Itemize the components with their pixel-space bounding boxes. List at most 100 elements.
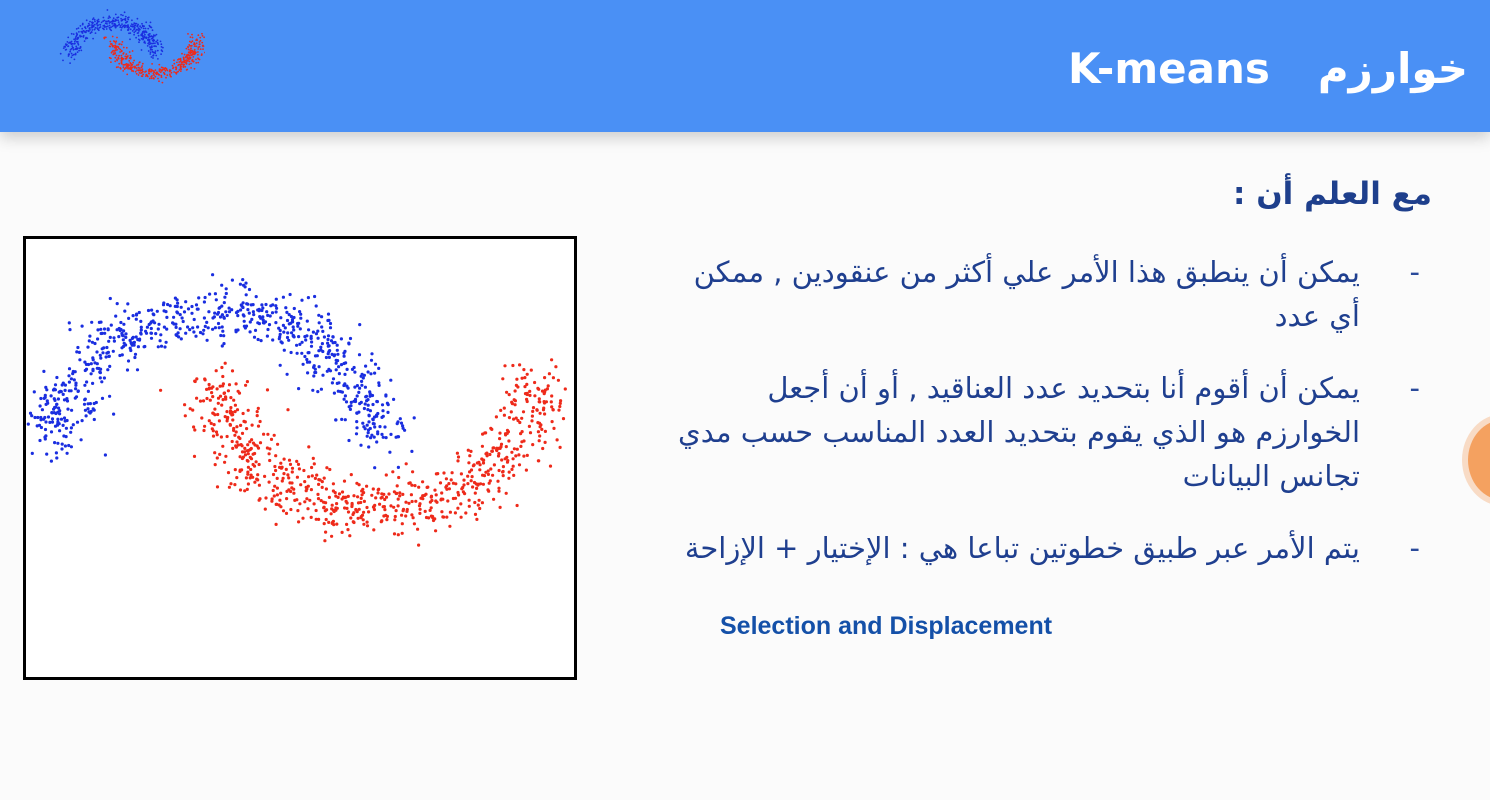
scatter-point-lower	[223, 460, 227, 464]
scatter-point-lower	[530, 414, 534, 418]
scatter-point-lower	[238, 488, 243, 492]
scatter-point-upper	[106, 23, 108, 25]
scatter-point-lower	[248, 455, 252, 459]
scatter-point-lower	[499, 442, 504, 446]
scatter-point-lower	[250, 423, 254, 427]
scatter-point-upper	[40, 408, 44, 412]
scatter-point-upper	[87, 30, 90, 33]
scatter-point-lower	[497, 489, 501, 493]
scatter-point-upper	[74, 395, 79, 399]
scatter-point-lower	[110, 43, 113, 45]
scatter-point-lower	[124, 55, 127, 58]
scatter-point-upper	[96, 328, 100, 332]
scatter-point-lower	[280, 479, 284, 483]
scatter-point-lower	[112, 45, 115, 47]
scatter-point-lower	[268, 458, 272, 463]
scatter-point-upper	[81, 32, 84, 34]
scatter-point-upper	[139, 319, 143, 323]
scatter-point-upper	[100, 396, 105, 400]
scatter-point-lower	[158, 68, 161, 71]
scatter-point-lower	[448, 510, 452, 514]
scatter-point-lower	[189, 56, 192, 59]
scatter-point-upper	[77, 42, 79, 45]
scatter-point-upper	[124, 15, 127, 18]
scatter-point-lower	[164, 67, 167, 69]
scatter-point-lower	[216, 401, 220, 405]
scatter-point-lower	[335, 522, 339, 526]
scatter-point-lower	[169, 73, 171, 76]
scatter-point-lower	[559, 399, 563, 403]
scatter-point-lower	[243, 453, 248, 457]
scatter-point-lower	[513, 399, 517, 403]
scatter-point-lower	[175, 68, 177, 71]
scatter-point-lower	[211, 385, 215, 389]
scatter-point-lower	[324, 530, 328, 534]
scatter-point-lower	[263, 507, 267, 511]
scatter-point-lower	[515, 503, 519, 508]
scatter-point-lower	[525, 392, 529, 397]
scatter-point-lower	[202, 428, 206, 433]
scatter-point-lower	[230, 413, 234, 417]
scatter-point-upper	[253, 328, 258, 332]
scatter-point-lower	[314, 517, 318, 521]
scatter-point-lower	[400, 522, 404, 526]
scatter-point-lower	[203, 36, 206, 39]
scatter-point-lower	[309, 515, 313, 519]
scatter-point-upper	[90, 320, 94, 324]
scatter-point-lower	[332, 509, 336, 514]
scatter-point-lower	[520, 440, 524, 444]
scatter-point-lower	[325, 466, 329, 470]
scatter-point-upper	[220, 325, 224, 329]
scatter-point-lower	[535, 408, 539, 412]
scatter-point-lower	[343, 506, 347, 510]
scatter-point-lower	[349, 473, 353, 477]
scatter-point-lower	[352, 494, 356, 498]
scatter-point-upper	[171, 321, 175, 325]
scatter-point-lower	[531, 406, 536, 410]
scatter-point-upper	[205, 320, 209, 324]
scatter-point-lower	[378, 502, 382, 506]
scatter-point-lower	[281, 476, 285, 480]
scatter-point-upper	[99, 23, 101, 26]
scatter-point-lower	[308, 498, 312, 502]
scatter-point-upper	[343, 372, 347, 376]
scatter-point-lower	[531, 443, 535, 447]
scatter-point-upper	[106, 20, 108, 23]
scatter-point-lower	[324, 517, 328, 522]
scatter-point-lower	[193, 45, 196, 47]
scatter-point-lower	[302, 468, 306, 473]
scatter-point-upper	[290, 320, 295, 324]
scatter-point-upper	[149, 26, 152, 29]
scatter-point-lower	[295, 498, 299, 502]
scatter-point-upper	[245, 302, 249, 306]
scatter-point-upper	[144, 42, 147, 44]
scatter-point-upper	[152, 42, 155, 45]
scatter-point-upper	[295, 343, 299, 347]
scatter-point-upper	[109, 16, 111, 19]
scatter-point-upper	[93, 23, 96, 26]
scatter-point-lower	[160, 76, 163, 78]
scatter-point-upper	[119, 24, 122, 27]
scatter-point-lower	[515, 447, 519, 451]
scatter-point-lower	[517, 453, 521, 457]
scatter-point-lower	[200, 53, 203, 56]
scatter-point-upper	[357, 353, 362, 357]
scatter-point-lower	[413, 484, 417, 488]
scatter-point-upper	[396, 465, 400, 469]
scatter-point-upper	[320, 325, 324, 329]
scatter-point-lower	[211, 395, 215, 399]
scatter-point-lower	[125, 53, 128, 55]
scatter-point-upper	[339, 363, 344, 367]
scatter-point-upper	[151, 29, 154, 32]
scatter-point-lower	[328, 467, 332, 472]
scatter-point-lower	[126, 73, 129, 76]
scatter-point-lower	[297, 520, 301, 524]
scatter-point-upper	[112, 339, 116, 343]
scatter-point-upper	[75, 420, 80, 424]
scatter-point-lower	[453, 496, 458, 500]
scatter-point-upper	[366, 428, 371, 432]
scatter-point-lower	[175, 72, 178, 75]
scatter-point-upper	[155, 33, 158, 36]
scatter-point-lower	[129, 54, 132, 57]
scatter-point-lower	[352, 511, 356, 515]
